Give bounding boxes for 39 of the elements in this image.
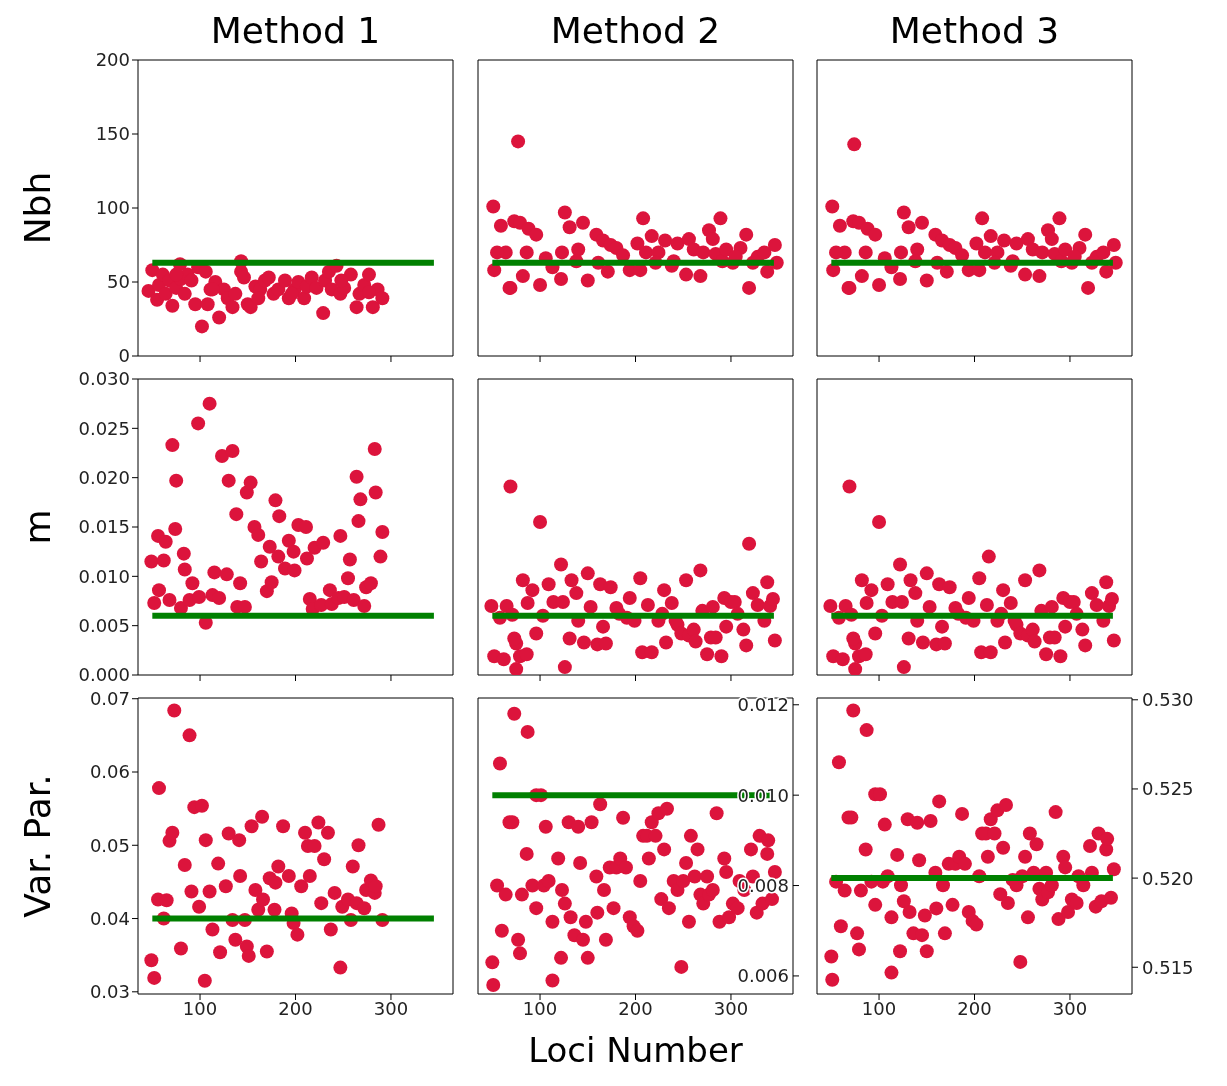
y-tick-label: 0.020 [78,467,130,489]
y-tick-label: 0.030 [78,368,130,390]
x-tick-label: 100 [861,997,897,1019]
x-tick-label: 300 [373,997,409,1019]
y-tick-label: 0.03 [89,981,130,1003]
x-tick-label: 100 [182,997,218,1019]
chart-title: Method 1 [209,10,382,52]
y-axis-title: Var. Par. [17,774,59,918]
y-axis-title: Nbh [17,171,59,245]
y2-tick-label: 0.012 [737,694,789,716]
y-tick-label: 0 [118,345,130,367]
y-tick-label: 0.04 [89,907,130,929]
y-tick-label: 0.06 [89,761,130,783]
y-tick-label: 100 [95,197,130,219]
x-tick-label: 200 [957,997,992,1019]
chart-title: Method 2 [549,10,722,52]
y2-tick-label: 0.530 [1142,689,1194,711]
x-tick-label: 300 [713,997,749,1019]
y-tick-label: 0.000 [78,664,130,686]
y2-tick-label: 0.525 [1142,778,1194,800]
y-tick-label: 0.010 [78,565,130,587]
x-tick-label: 200 [618,997,653,1019]
y-tick-label: 0.005 [78,615,130,637]
y2-tick-label: 0.520 [1142,867,1194,889]
x-axis-title: Loci Number [527,1030,744,1070]
y2-tick-label: 0.515 [1142,956,1194,978]
y-tick-label: 0.05 [89,834,130,856]
x-tick-label: 100 [522,997,558,1019]
y-tick-label: 50 [107,271,130,293]
y-tick-label: 0.07 [89,688,130,710]
x-tick-label: 300 [1052,997,1088,1019]
y-tick-label: 0.025 [78,417,130,439]
y-axis-title: m [17,509,59,545]
y2-tick-label: 0.006 [737,965,789,987]
y-tick-label: 150 [95,123,130,145]
y-tick-label: 200 [95,49,130,71]
y-tick-label: 0.015 [78,516,130,538]
x-tick-label: 200 [278,997,313,1019]
chart-title: Method 3 [888,10,1061,52]
